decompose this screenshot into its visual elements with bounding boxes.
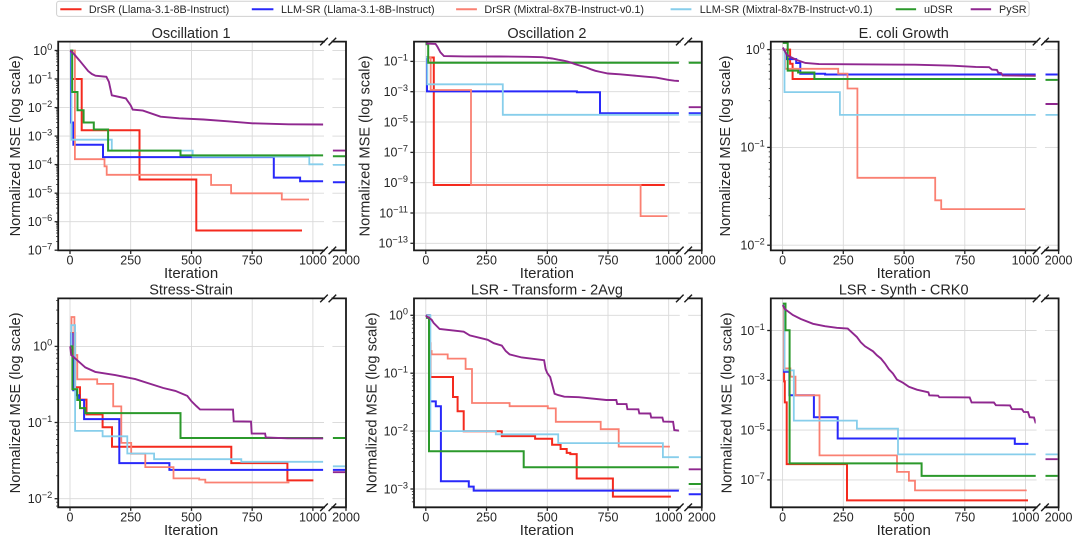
svg-text:250: 250 xyxy=(120,254,141,268)
svg-text:1000: 1000 xyxy=(655,511,683,525)
svg-text:PySR: PySR xyxy=(999,4,1027,16)
svg-text:250: 250 xyxy=(476,511,497,525)
svg-text:1000: 1000 xyxy=(1012,511,1040,525)
svg-text:Normalized MSE (log scale): Normalized MSE (log scale) xyxy=(365,312,381,493)
svg-text:750: 750 xyxy=(242,511,263,525)
svg-text:Iteration: Iteration xyxy=(164,265,218,282)
svg-text:Oscillation 2: Oscillation 2 xyxy=(507,26,586,42)
svg-text:DrSR (Mixtral-8x7B-Instruct-v0: DrSR (Mixtral-8x7B-Instruct-v0.1) xyxy=(484,4,644,16)
svg-text:250: 250 xyxy=(833,254,854,268)
svg-text:0: 0 xyxy=(422,511,429,525)
svg-text:LSR - Transform - 2Avg: LSR - Transform - 2Avg xyxy=(471,283,623,299)
svg-text:750: 750 xyxy=(954,511,975,525)
svg-text:2000: 2000 xyxy=(332,511,360,525)
svg-text:2000: 2000 xyxy=(332,254,360,268)
svg-text:1000: 1000 xyxy=(299,254,327,268)
svg-text:750: 750 xyxy=(598,511,619,525)
svg-text:LLM-SR (Mixtral-8x7B-Instruct-: LLM-SR (Mixtral-8x7B-Instruct-v0.1) xyxy=(700,4,873,16)
svg-text:0: 0 xyxy=(779,511,786,525)
svg-text:2000: 2000 xyxy=(688,511,716,525)
svg-text:1000: 1000 xyxy=(655,254,683,268)
svg-text:Stress-Strain: Stress-Strain xyxy=(149,283,233,299)
svg-text:E. coli Growth: E. coli Growth xyxy=(859,26,949,42)
svg-text:250: 250 xyxy=(476,254,497,268)
svg-text:Iteration: Iteration xyxy=(164,522,218,539)
svg-text:Iteration: Iteration xyxy=(877,522,931,539)
svg-text:500: 500 xyxy=(894,254,915,268)
svg-text:750: 750 xyxy=(598,254,619,268)
svg-text:500: 500 xyxy=(181,254,202,268)
svg-text:500: 500 xyxy=(537,254,558,268)
svg-text:2000: 2000 xyxy=(688,254,716,268)
svg-text:LSR - Synth - CRK0: LSR - Synth - CRK0 xyxy=(839,283,969,299)
svg-text:Iteration: Iteration xyxy=(877,265,931,282)
svg-text:2000: 2000 xyxy=(1045,511,1073,525)
svg-text:250: 250 xyxy=(833,511,854,525)
svg-text:Normalized MSE (log scale): Normalized MSE (log scale) xyxy=(720,312,736,493)
svg-text:Normalized MSE (log scale): Normalized MSE (log scale) xyxy=(8,56,24,237)
svg-text:Iteration: Iteration xyxy=(520,265,574,282)
svg-text:DrSR (Llama-3.1-8B-Instruct): DrSR (Llama-3.1-8B-Instruct) xyxy=(89,4,229,16)
svg-text:2000: 2000 xyxy=(1045,254,1073,268)
svg-text:500: 500 xyxy=(894,511,915,525)
svg-text:0: 0 xyxy=(67,254,74,268)
svg-text:Normalized MSE (log scale): Normalized MSE (log scale) xyxy=(718,56,734,237)
svg-text:500: 500 xyxy=(537,511,558,525)
svg-text:Oscillation 1: Oscillation 1 xyxy=(152,26,231,42)
svg-text:500: 500 xyxy=(181,511,202,525)
svg-text:1000: 1000 xyxy=(299,511,327,525)
svg-text:250: 250 xyxy=(120,511,141,525)
svg-text:750: 750 xyxy=(954,254,975,268)
svg-text:Normalized MSE (log scale): Normalized MSE (log scale) xyxy=(358,56,374,237)
svg-text:uDSR: uDSR xyxy=(924,4,953,16)
svg-text:Iteration: Iteration xyxy=(520,522,574,539)
svg-text:0: 0 xyxy=(67,511,74,525)
svg-text:0: 0 xyxy=(779,254,786,268)
svg-text:LLM-SR (Llama-3.1-8B-Instruct): LLM-SR (Llama-3.1-8B-Instruct) xyxy=(281,4,435,16)
svg-text:0: 0 xyxy=(422,254,429,268)
svg-text:750: 750 xyxy=(242,254,263,268)
svg-text:Normalized MSE (log scale): Normalized MSE (log scale) xyxy=(8,312,24,493)
svg-text:1000: 1000 xyxy=(1012,254,1040,268)
